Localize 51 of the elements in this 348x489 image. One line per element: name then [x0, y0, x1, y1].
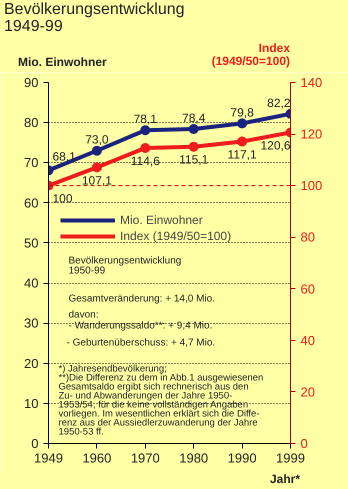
- y-tick-label: 30: [24, 316, 39, 331]
- data-label: 100: [52, 192, 73, 206]
- x-tick-label: 1999: [276, 450, 305, 466]
- y2-tick-label: 120: [300, 126, 322, 142]
- x-tick-label: 1980: [179, 450, 208, 466]
- data-label: 115,1: [179, 152, 209, 167]
- chart-title: Bevölkerungsentwicklung 1949-99: [4, 1, 185, 36]
- data-label: 82,2: [267, 96, 291, 110]
- annotation: - Geburtenüberschuss: + 4,7 Mio.: [66, 338, 216, 348]
- data-label: 68,1: [52, 149, 76, 164]
- legend-label: Mio. Einwohner: [120, 213, 203, 227]
- data-label: 73,0: [85, 132, 109, 147]
- x-tick-label: 1970: [130, 450, 160, 466]
- annotation: davon: - Wanderungssaldo**: + 9,4 Mio.: [68, 310, 212, 332]
- y2-axis-title: Index (1949/50=100): [212, 41, 290, 68]
- data-label: 117,1: [228, 148, 257, 162]
- y-axis-title: Mio. Einwohner: [18, 55, 107, 69]
- point: [140, 143, 150, 153]
- y2-tick-label: 40: [300, 332, 315, 348]
- y2-tick-label: 60: [300, 281, 315, 296]
- data-label: 114,6: [130, 154, 160, 168]
- x-tick-label: 1960: [82, 450, 112, 466]
- x-tick-label: 1949: [34, 450, 63, 466]
- y-tick-label: 10: [24, 396, 39, 411]
- data-label: 78,1: [134, 112, 158, 126]
- y2-tick-label: 100: [300, 178, 322, 194]
- legend-label: Index (1949/50=100): [120, 229, 232, 243]
- annotation: *) Jahresendbevölkerung; **)Die Differenz zu dem in Abb.1 ausgewiesenen Gesamtsaldo ergibt sich rechnerisch aus den Zu- und Abwanderungen der Jahre 1950- 1953/54, für die keine vollständigen Angaben vorliegen. Im wesentlichen erklärt sich die Diffe- renz aus der Aussiedlerzuwanderung der Jahre 1950-53 ff.: [58, 364, 264, 438]
- point: [140, 125, 150, 136]
- data-label: 107,1: [82, 173, 112, 188]
- data-label: 78,4: [182, 111, 206, 126]
- point: [188, 142, 199, 152]
- y2-tick-label: 140: [300, 75, 322, 90]
- y2-tick-label: 0: [300, 436, 308, 451]
- y-tick-label: 40: [24, 276, 39, 291]
- point: [188, 124, 199, 134]
- y-tick-label: 50: [24, 235, 39, 250]
- y-tick-label: 0: [31, 436, 39, 451]
- data-label: 79,8: [230, 105, 254, 120]
- x-tick-label: 1990: [228, 450, 257, 466]
- data-label: 120,6: [260, 138, 291, 153]
- annotation: Bevölkerungsentwicklung 1950-99: [68, 256, 182, 276]
- y-tick-label: 20: [24, 356, 39, 371]
- x-axis-title: Jahr*: [270, 472, 300, 486]
- y2-tick-label: 80: [300, 230, 315, 245]
- y-tick-label: 90: [24, 75, 39, 90]
- y2-tick-label: 20: [300, 384, 315, 400]
- y-tick-label: 70: [24, 155, 39, 170]
- y-tick-label: 80: [24, 115, 39, 130]
- y-tick-label: 60: [24, 195, 39, 210]
- annotation: Gesamtveränderung: + 14,0 Mio.: [68, 294, 215, 304]
